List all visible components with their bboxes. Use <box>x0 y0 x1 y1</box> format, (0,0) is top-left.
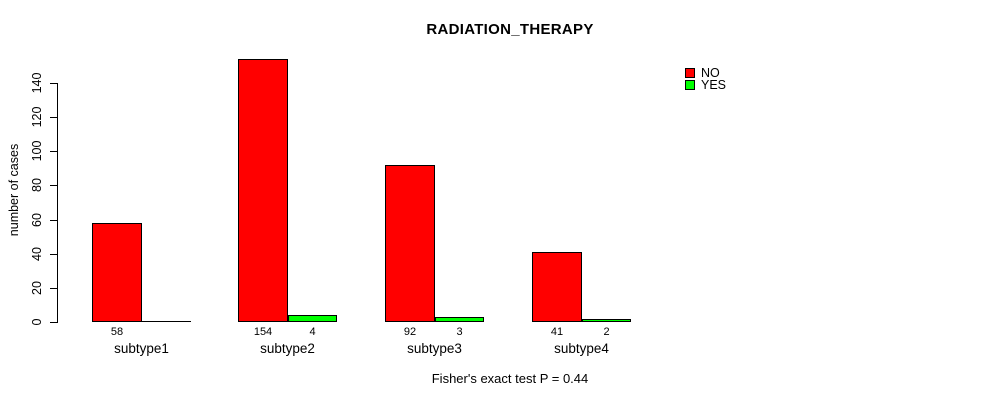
value-label-no-subtype2: 154 <box>253 326 273 338</box>
y-tick-40 <box>50 254 58 255</box>
value-label-no-subtype1: 58 <box>110 326 124 338</box>
bar-no-subtype2 <box>238 59 288 322</box>
category-label-subtype3: subtype3 <box>407 341 462 356</box>
category-label-subtype2: subtype2 <box>260 341 315 356</box>
value-label-no-subtype4: 41 <box>550 326 564 338</box>
y-axis-label: number of cases <box>7 143 21 237</box>
y-tick-label-140: 140 <box>30 72 44 94</box>
y-tick-label-20: 20 <box>30 281 44 295</box>
y-tick-label-40: 40 <box>30 247 44 261</box>
legend-label-no: NO <box>701 66 720 80</box>
legend-item-no: NO <box>685 67 726 79</box>
y-tick-120 <box>50 117 58 118</box>
y-tick-140 <box>50 83 58 84</box>
bar-no-subtype3 <box>385 165 435 322</box>
value-label-yes-subtype4: 2 <box>603 326 610 338</box>
bar-yes-subtype4 <box>582 319 631 322</box>
value-label-yes-subtype3: 3 <box>456 326 463 338</box>
legend-swatch-no <box>685 68 695 78</box>
fisher-test-annotation: Fisher's exact test P = 0.44 <box>431 371 589 386</box>
y-tick-label-120: 120 <box>30 106 44 128</box>
bar-no-subtype4 <box>532 252 582 322</box>
bar-no-subtype1 <box>92 223 142 322</box>
y-tick-100 <box>50 151 58 152</box>
y-tick-20 <box>50 288 58 289</box>
bar-yes-subtype2 <box>288 315 337 322</box>
y-tick-60 <box>50 220 58 221</box>
legend-item-yes: YES <box>685 79 726 91</box>
value-label-no-subtype3: 92 <box>403 326 417 338</box>
y-tick-label-0: 0 <box>30 318 44 326</box>
legend-label-yes: YES <box>701 78 727 92</box>
y-tick-label-60: 60 <box>30 213 44 227</box>
y-tick-0 <box>50 322 58 323</box>
y-tick-80 <box>50 185 58 186</box>
legend: NO YES <box>685 67 726 91</box>
y-tick-label-80: 80 <box>30 178 44 192</box>
legend-swatch-yes <box>685 80 695 90</box>
chart-title: RADIATION_THERAPY <box>426 21 594 38</box>
category-label-subtype4: subtype4 <box>554 341 609 356</box>
bar-yes-subtype3 <box>435 317 484 322</box>
value-label-yes-subtype2: 4 <box>309 326 316 338</box>
y-tick-label-100: 100 <box>30 140 44 162</box>
y-axis-line <box>57 83 58 323</box>
category-label-subtype1: subtype1 <box>114 341 169 356</box>
